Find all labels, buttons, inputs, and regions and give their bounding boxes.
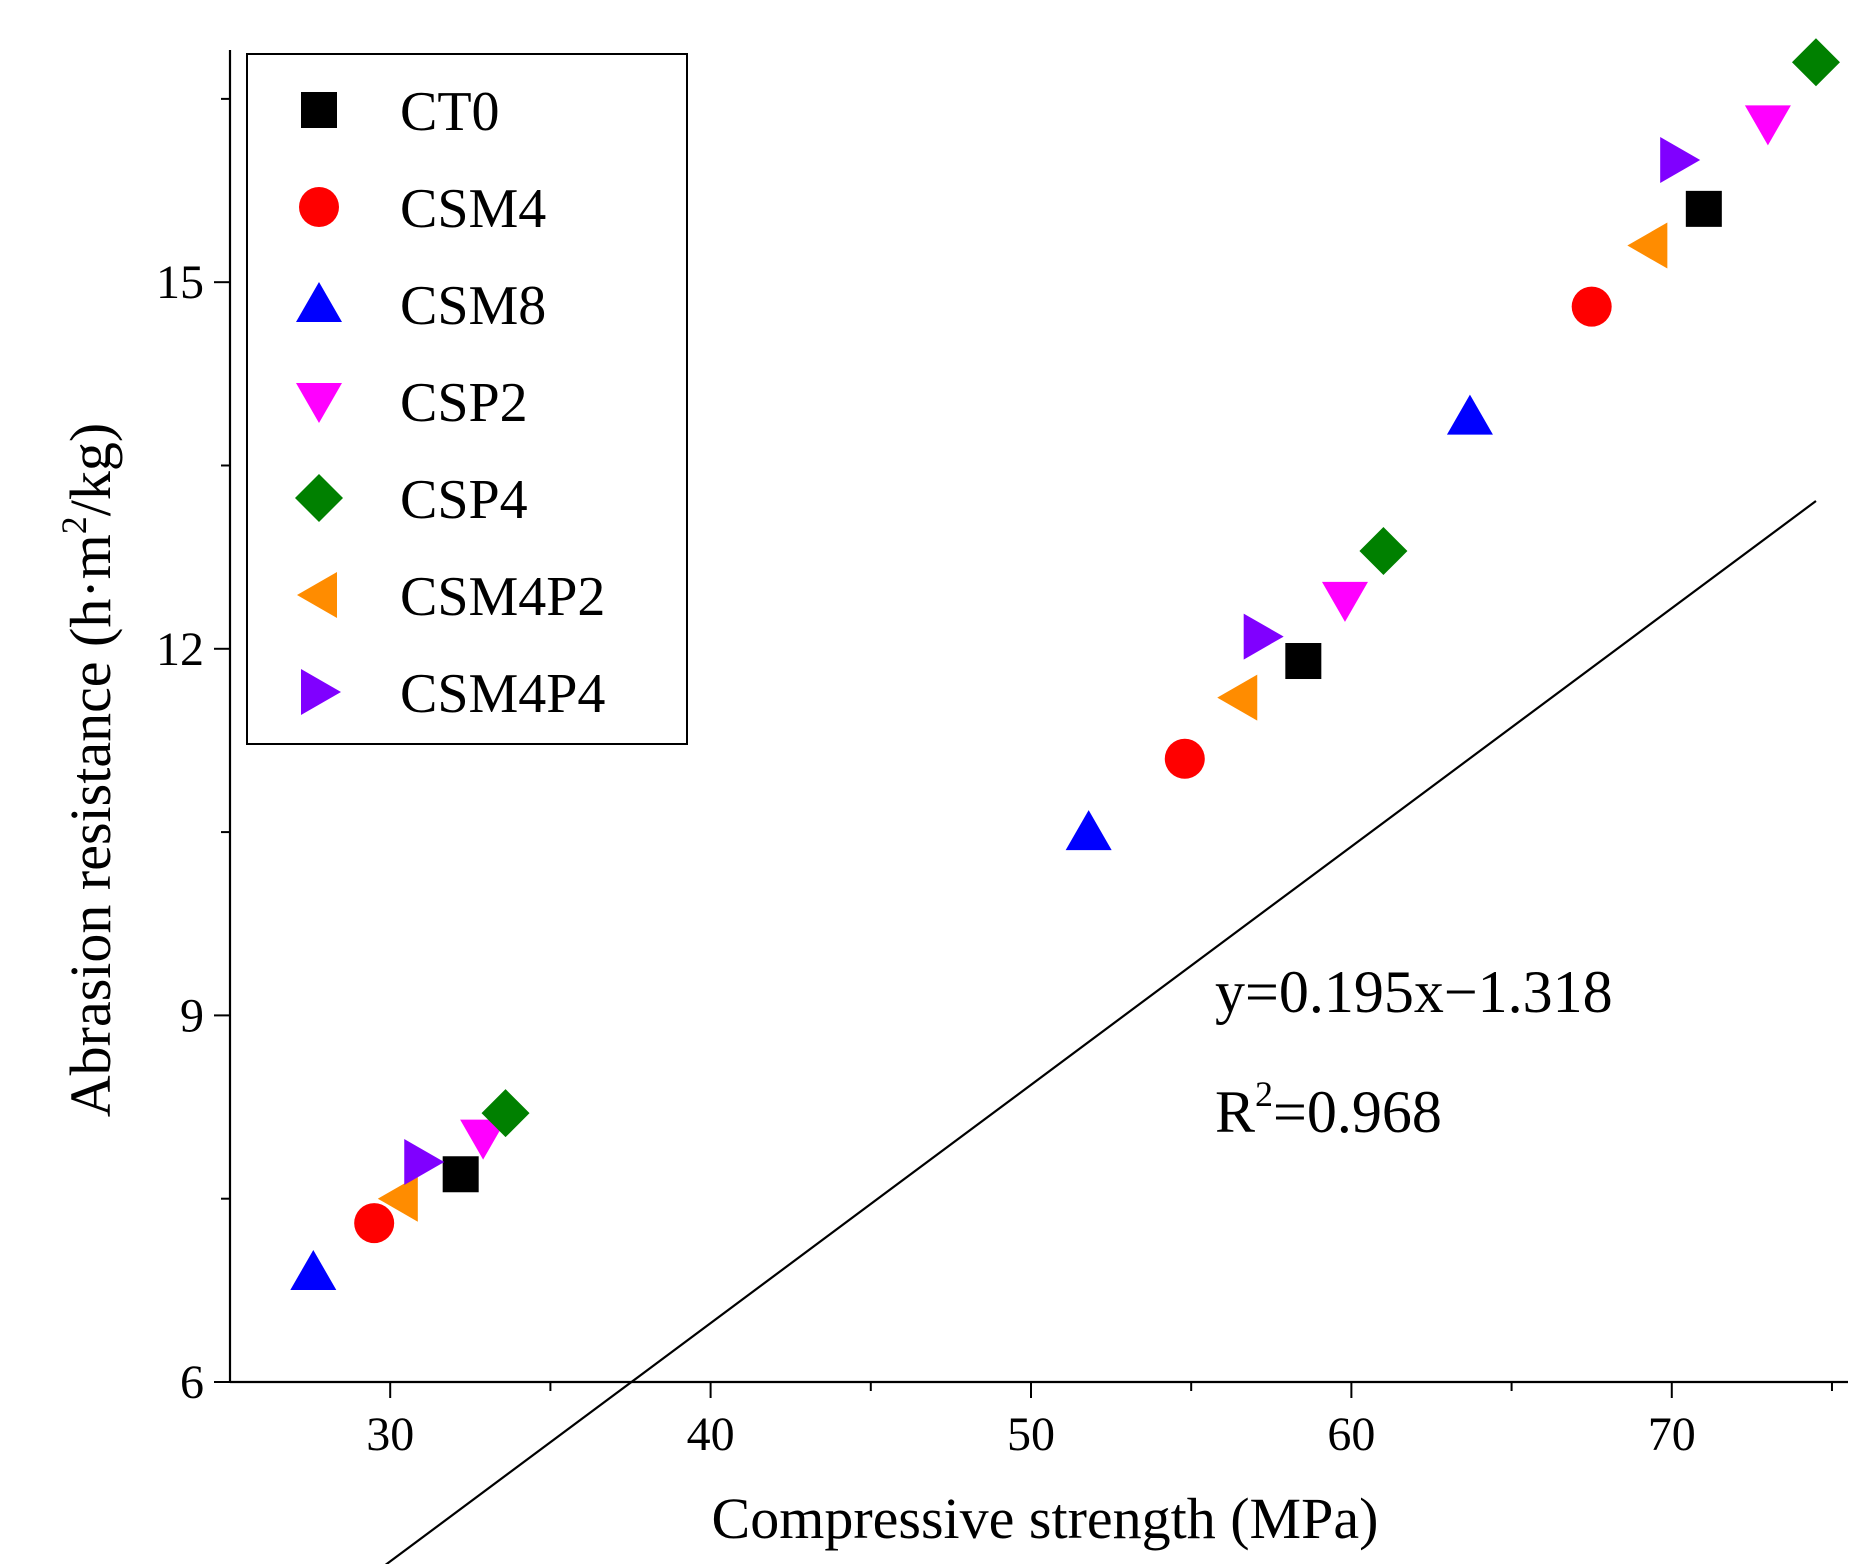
y-tick-label: 12 bbox=[156, 623, 204, 676]
y-axis-title: Abrasion resistance (h·m2/kg) bbox=[54, 423, 123, 1117]
x-axis: 30 40 50 60 70 bbox=[366, 1382, 1833, 1461]
legend-marker bbox=[301, 92, 337, 128]
y-tick-label: 9 bbox=[180, 989, 204, 1042]
legend-entry-csp2: CSP2 bbox=[296, 372, 528, 434]
legend-label: CSM4P2 bbox=[400, 566, 605, 628]
data-point bbox=[1744, 105, 1791, 146]
legend-label: CSM4P4 bbox=[400, 663, 605, 725]
data-point bbox=[1571, 286, 1612, 327]
x-tick-label: 70 bbox=[1648, 1408, 1696, 1461]
legend-marker bbox=[299, 187, 339, 227]
legend-entry-ct0: CT0 bbox=[301, 81, 500, 143]
series-csm4p2 bbox=[377, 222, 1668, 1222]
r-squared-sup: 2 bbox=[1255, 1074, 1273, 1114]
data-point bbox=[1321, 581, 1368, 622]
legend-marker bbox=[301, 669, 341, 715]
x-tick-label: 60 bbox=[1327, 1408, 1375, 1461]
legend-entry-csm8: CSM8 bbox=[296, 275, 546, 337]
data-point bbox=[1791, 38, 1840, 87]
data-point bbox=[290, 1250, 337, 1291]
series-csp4 bbox=[481, 38, 1840, 1138]
legend-entry-csm4: CSM4 bbox=[299, 178, 546, 240]
fit-line-layer bbox=[384, 500, 1817, 1564]
legend-label: CSM4 bbox=[400, 178, 546, 240]
legend-entry-csm4p2: CSM4P2 bbox=[297, 566, 605, 628]
data-point bbox=[1359, 527, 1408, 576]
legend-marker bbox=[297, 572, 337, 618]
data-point bbox=[1685, 190, 1722, 227]
data-point bbox=[460, 1119, 507, 1160]
y-axis-title-tail: /kg) bbox=[58, 423, 123, 516]
legend-label: CT0 bbox=[400, 81, 500, 143]
series-csp2 bbox=[460, 105, 1791, 1160]
legend-marker bbox=[296, 383, 342, 423]
equation-line: y=0.195x−1.318 bbox=[1215, 959, 1613, 1025]
series-ct0 bbox=[442, 190, 1722, 1193]
y-axis: 6 9 12 15 bbox=[156, 97, 230, 1409]
data-point bbox=[481, 1089, 530, 1138]
x-tick-label: 30 bbox=[366, 1408, 414, 1461]
data-point bbox=[404, 1139, 445, 1186]
y-axis-title-sup: 2 bbox=[54, 516, 94, 534]
plot-frame bbox=[228, 50, 1848, 1384]
x-tick-label: 40 bbox=[687, 1408, 735, 1461]
legend-label: CSM8 bbox=[400, 275, 546, 337]
data-point bbox=[1660, 136, 1701, 183]
legend-label: CSP4 bbox=[400, 469, 528, 531]
series-csm4 bbox=[354, 286, 1612, 1244]
r-squared-main: R bbox=[1215, 1079, 1255, 1145]
y-axis-title-main: Abrasion resistance (h·m bbox=[58, 534, 123, 1117]
data-point bbox=[1446, 394, 1493, 435]
data-point bbox=[1243, 613, 1284, 660]
regression-equation: y=0.195x−1.318 R2=0.968 bbox=[1215, 959, 1613, 1145]
legend-entry-csp4: CSP4 bbox=[295, 469, 528, 531]
x-axis-title: Compressive strength (MPa) bbox=[712, 1486, 1379, 1551]
y-tick-label: 15 bbox=[156, 256, 204, 309]
data-point bbox=[442, 1156, 479, 1193]
r-squared-tail: =0.968 bbox=[1273, 1079, 1442, 1145]
data-point bbox=[1217, 674, 1258, 721]
data-point bbox=[377, 1175, 418, 1222]
legend-label: CSP2 bbox=[400, 372, 528, 434]
legend-entry-csm4p4: CSM4P4 bbox=[301, 663, 605, 725]
legend: CT0 CSM4 CSM8 CSP2 CSP4 CSM4P2 CSM4P4 bbox=[246, 53, 688, 745]
data-point bbox=[1627, 222, 1668, 269]
r-squared: R2=0.968 bbox=[1215, 1074, 1442, 1145]
series-csm8 bbox=[290, 394, 1493, 1291]
data-point bbox=[1285, 643, 1322, 680]
data-point bbox=[354, 1203, 395, 1244]
x-tick-label: 50 bbox=[1007, 1408, 1055, 1461]
series-csm4p4 bbox=[404, 136, 1701, 1186]
data-point bbox=[1164, 738, 1205, 779]
data-point bbox=[1065, 810, 1112, 851]
y-tick-label: 6 bbox=[180, 1356, 204, 1409]
data-points bbox=[290, 38, 1840, 1291]
fit-line bbox=[384, 500, 1817, 1564]
legend-marker bbox=[295, 474, 343, 522]
legend-marker bbox=[296, 282, 342, 322]
